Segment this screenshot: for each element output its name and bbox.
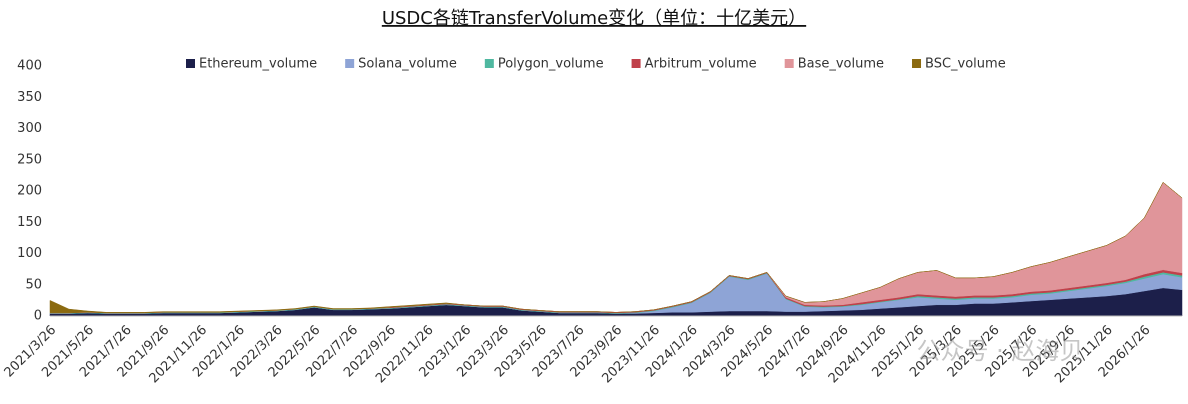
legend-label: Ethereum_volume (199, 57, 317, 72)
legend-swatch (484, 59, 494, 68)
legend-label: Polygon_volume (498, 57, 604, 72)
legend-swatch (784, 59, 794, 68)
y-tick-label: 350 (17, 90, 42, 105)
y-tick-label: 200 (17, 184, 42, 199)
y-tick-label: 150 (17, 215, 42, 230)
y-tick-label: 100 (17, 246, 42, 261)
legend-label: Arbitrum_volume (645, 57, 757, 72)
legend-label: Solana_volume (358, 57, 457, 72)
legend-label: BSC_volume (925, 57, 1006, 72)
y-tick-label: 400 (17, 59, 42, 74)
chart-title: USDC各链TransferVolume变化（单位：十亿美元） (382, 8, 806, 29)
legend-swatch (345, 59, 355, 68)
area (49, 181, 1183, 314)
area (50, 181, 1183, 314)
legend-swatch (631, 59, 641, 68)
y-tick-label: 50 (25, 277, 42, 292)
legend-swatch (912, 59, 922, 68)
watermark: 公众号 · 赵海贝 (917, 337, 1084, 365)
y-tick-label: 0 (34, 309, 42, 324)
y-tick-label: 300 (17, 121, 42, 136)
legend-swatch (186, 59, 195, 68)
legend-label: Base_volume (798, 57, 884, 72)
y-tick-label: 250 (17, 152, 42, 167)
